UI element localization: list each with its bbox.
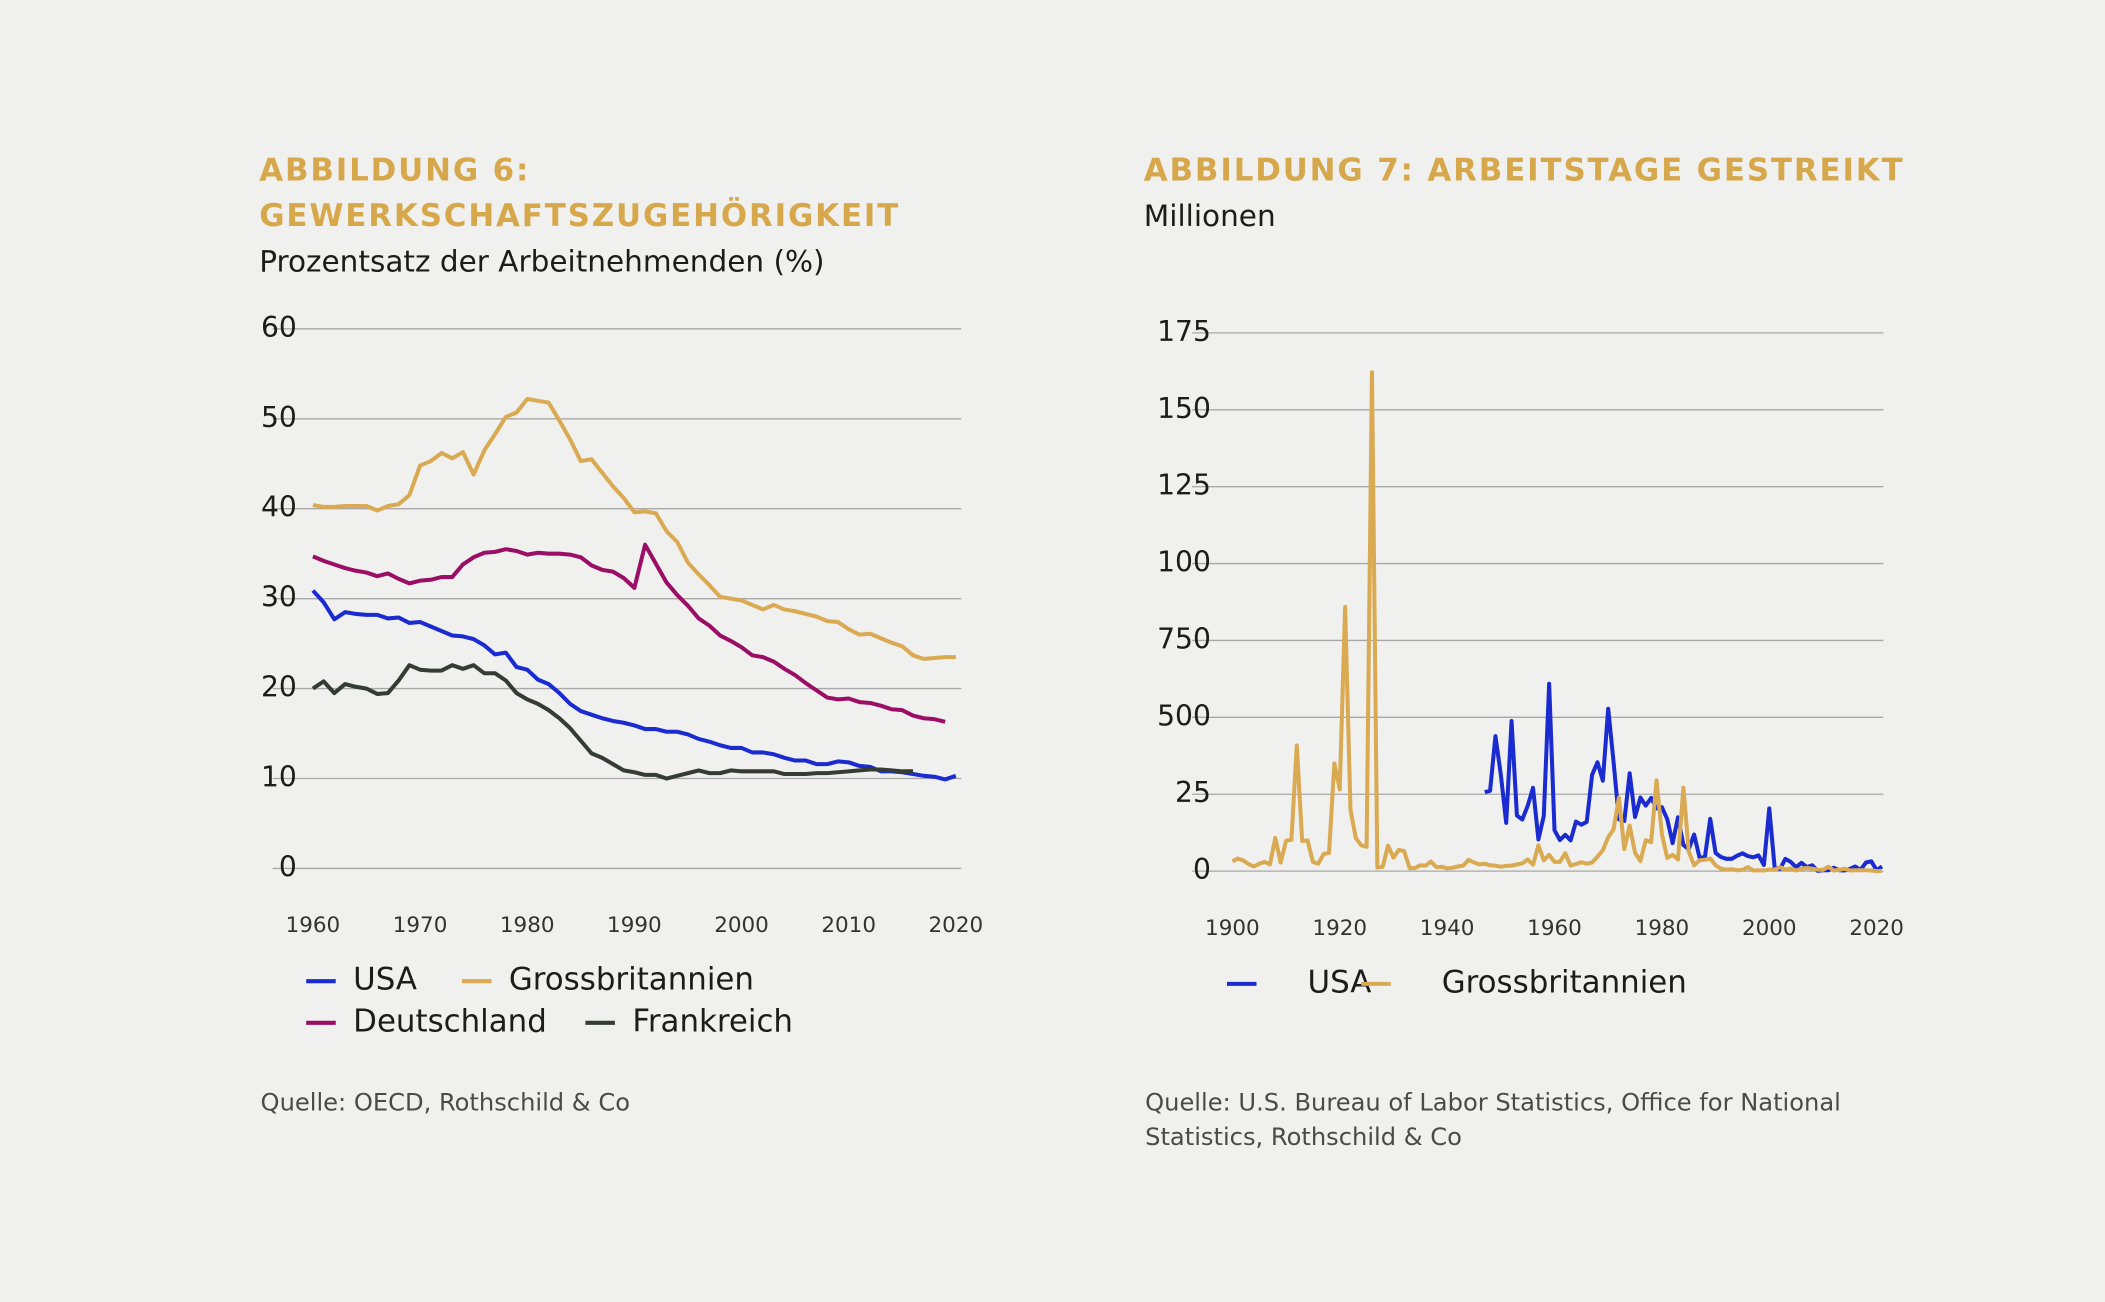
y-tick-label: 50 (261, 401, 297, 434)
series-line (1231, 370, 1883, 874)
y-tick-label: 0 (279, 850, 297, 883)
series-line (311, 663, 913, 781)
x-tick-label: 1980 (500, 913, 555, 938)
y-tick-label: 175 (1157, 315, 1211, 348)
y-tick-label: 25 (1175, 776, 1211, 809)
x-tick-label: 1900 (1205, 916, 1260, 941)
source-note: Statistics, Rothschild & Co (1145, 1123, 1462, 1151)
source-note: Quelle: U.S. Bureau of Labor Statistics,… (1145, 1088, 1841, 1116)
x-tick-label: 2000 (714, 913, 769, 938)
x-tick-label: 2010 (821, 913, 876, 938)
y-tick-label: 10 (261, 761, 297, 794)
x-tick-label: 2000 (1742, 916, 1797, 941)
legend-label: USA (1308, 964, 1372, 1000)
series-line (312, 396, 956, 661)
series-line (312, 542, 946, 724)
x-tick-label: 1940 (1420, 916, 1475, 941)
chart-title: GEWERKSCHAFTSZUGEHÖRIGKEIT (259, 197, 900, 234)
legend-label: Grossbritannien (1442, 964, 1687, 1000)
chart-subtitle: Prozentsatz der Arbeitnehmenden (%) (259, 245, 824, 279)
y-tick-label: 100 (1157, 546, 1211, 579)
x-tick-label: 2020 (1849, 916, 1904, 941)
x-tick-label: 1970 (393, 913, 448, 938)
series-line (311, 589, 957, 782)
chart-title: ABBILDUNG 7: ARBEITSTAGE GESTREIKT (1144, 152, 1905, 188)
x-tick-label: 1990 (607, 913, 662, 938)
y-tick-label: 60 (261, 311, 297, 344)
chart-subtitle: Millionen (1144, 199, 1276, 233)
y-tick-label: 750 (1157, 622, 1211, 655)
chart-title: ABBILDUNG 6: (259, 152, 530, 188)
y-tick-label: 20 (261, 671, 297, 704)
y-tick-label: 30 (261, 581, 297, 614)
y-tick-label: 500 (1157, 699, 1211, 732)
y-tick-label: 40 (261, 491, 297, 524)
legend-label: Deutschland (353, 1003, 547, 1039)
source-note: Quelle: OECD, Rothschild & Co (261, 1088, 630, 1116)
x-tick-label: 2020 (929, 913, 984, 938)
legend-label: Frankreich (632, 1003, 793, 1039)
x-tick-label: 1980 (1635, 916, 1690, 941)
y-tick-label: 125 (1157, 469, 1211, 502)
x-tick-label: 1920 (1312, 916, 1367, 941)
x-tick-label: 1960 (1527, 916, 1582, 941)
legend-label: USA (353, 962, 417, 998)
y-tick-label: 0 (1193, 853, 1211, 886)
y-tick-label: 150 (1157, 392, 1211, 425)
legend-label: Grossbritannien (509, 962, 754, 998)
x-tick-label: 1960 (286, 913, 341, 938)
